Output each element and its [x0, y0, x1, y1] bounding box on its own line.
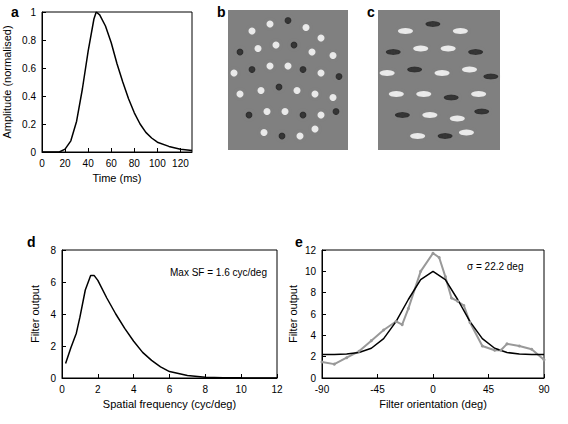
- svg-text:120: 120: [172, 158, 189, 169]
- svg-text:-90: -90: [315, 384, 330, 395]
- svg-text:e: e: [295, 234, 303, 250]
- svg-text:6: 6: [167, 384, 173, 395]
- svg-text:0: 0: [59, 384, 65, 395]
- svg-text:12: 12: [271, 384, 283, 395]
- svg-text:20: 20: [60, 158, 72, 169]
- svg-text:0: 0: [30, 147, 36, 158]
- svg-text:2: 2: [50, 341, 56, 352]
- svg-text:σ = 22.2 deg: σ = 22.2 deg: [467, 261, 524, 272]
- svg-text:8: 8: [50, 245, 56, 256]
- svg-text:0.4: 0.4: [22, 91, 36, 102]
- svg-text:0: 0: [39, 158, 45, 169]
- svg-text:0: 0: [310, 373, 316, 384]
- svg-text:Max SF = 1.6 cyc/deg: Max SF = 1.6 cyc/deg: [170, 267, 267, 278]
- svg-text:Amplitude (normalised): Amplitude (normalised): [1, 25, 13, 138]
- svg-text:80: 80: [129, 158, 141, 169]
- svg-text:-45: -45: [370, 384, 385, 395]
- svg-text:10: 10: [305, 266, 317, 277]
- svg-text:45: 45: [483, 384, 495, 395]
- svg-text:c: c: [367, 4, 375, 20]
- svg-text:Filter output: Filter output: [287, 285, 299, 343]
- svg-text:0.6: 0.6: [22, 63, 36, 74]
- svg-text:Filter output: Filter output: [29, 285, 41, 343]
- svg-text:a: a: [11, 4, 19, 20]
- svg-text:4: 4: [310, 330, 316, 341]
- svg-text:Filter orientation (deg): Filter orientation (deg): [379, 398, 487, 410]
- svg-text:0.2: 0.2: [22, 119, 36, 130]
- svg-text:b: b: [217, 4, 226, 20]
- svg-text:60: 60: [106, 158, 118, 169]
- svg-text:2: 2: [95, 384, 101, 395]
- svg-text:90: 90: [538, 384, 550, 395]
- svg-text:100: 100: [149, 158, 166, 169]
- svg-text:8: 8: [310, 287, 316, 298]
- svg-text:Spatial frequency (cyc/deg): Spatial frequency (cyc/deg): [103, 398, 236, 410]
- svg-text:2: 2: [310, 351, 316, 362]
- svg-text:8: 8: [203, 384, 209, 395]
- svg-text:d: d: [27, 234, 36, 250]
- svg-text:40: 40: [83, 158, 95, 169]
- svg-text:4: 4: [131, 384, 137, 395]
- svg-text:0: 0: [50, 373, 56, 384]
- svg-text:4: 4: [50, 309, 56, 320]
- svg-text:0.8: 0.8: [22, 35, 36, 46]
- svg-text:0: 0: [430, 384, 436, 395]
- svg-text:6: 6: [310, 309, 316, 320]
- svg-text:6: 6: [50, 277, 56, 288]
- svg-text:10: 10: [236, 384, 248, 395]
- svg-text:Time (ms): Time (ms): [92, 172, 141, 184]
- svg-text:1: 1: [30, 7, 36, 18]
- svg-text:12: 12: [305, 245, 317, 256]
